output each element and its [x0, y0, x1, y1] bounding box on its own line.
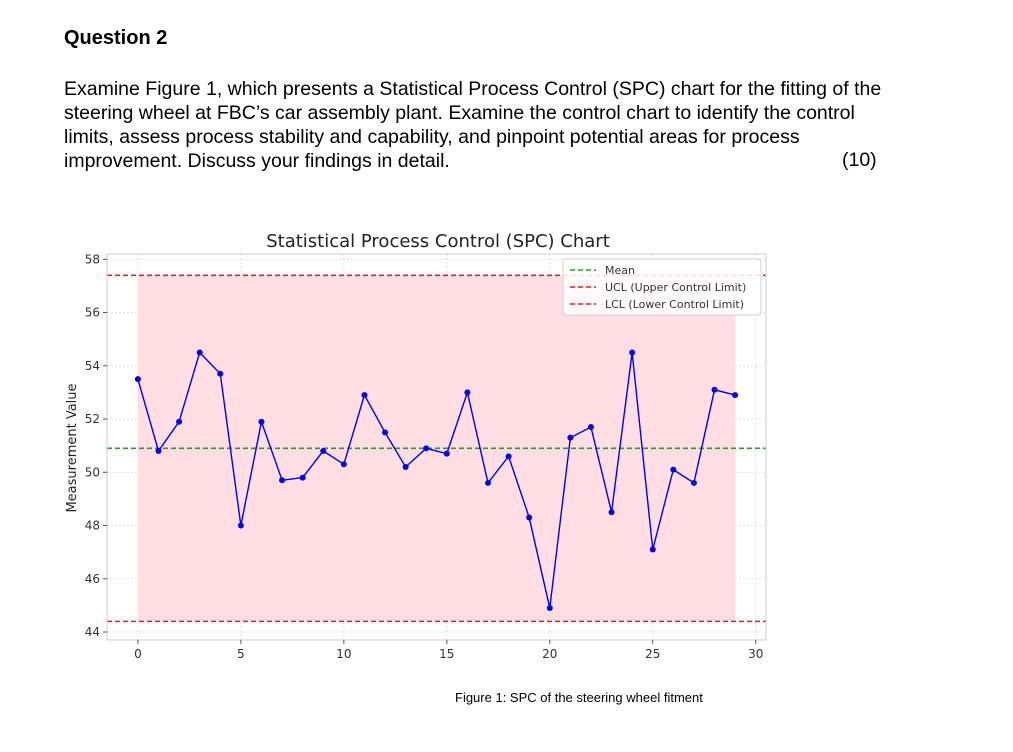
data-point: [258, 418, 265, 425]
figure-caption: Figure 1: SPC of the steering wheel fitm…: [455, 690, 703, 705]
data-point: [196, 349, 203, 356]
y-tick-label: 52: [85, 412, 100, 426]
question-body: Examine Figure 1, which presents a Stati…: [64, 78, 882, 172]
legend: Mean UCL (Upper Control Limit) LCL (Lower …: [562, 258, 762, 316]
data-point: [464, 389, 471, 396]
legend-label: LCL (Lower Control Limit): [605, 298, 744, 311]
data-point: [629, 349, 636, 356]
x-tick-label: 5: [237, 647, 245, 661]
data-point: [711, 386, 718, 393]
control-limit-lines: [107, 274, 766, 623]
data-point: [217, 370, 224, 377]
legend-box: [562, 258, 762, 316]
y-tick-label: 56: [85, 306, 100, 320]
data-point: [361, 392, 368, 399]
chart-title: Statistical Process Control (SPC) Chart: [266, 231, 610, 252]
data-point: [279, 477, 286, 484]
axes: 0 5 10 15 20 25 30 44 46 48 50 52 54 56 58: [85, 252, 767, 661]
y-tick-label: 54: [85, 359, 100, 373]
y-tick-label: 44: [85, 625, 100, 639]
data-point: [670, 466, 677, 473]
data-point: [587, 424, 594, 431]
data-point: [402, 463, 409, 470]
data-point: [505, 453, 512, 460]
legend-label: Mean: [605, 264, 635, 277]
y-tick-label: 46: [85, 572, 100, 586]
y-axis-label: Measurement Value: [65, 383, 80, 512]
question-heading: Question 2: [64, 27, 168, 49]
x-tick-label: 30: [748, 647, 763, 661]
data-point: [382, 429, 389, 436]
legend-label: UCL (Upper Control Limit): [605, 281, 746, 294]
y-tick-label: 50: [85, 465, 100, 479]
plot-frame: [106, 253, 767, 641]
x-tick-label: 15: [439, 647, 454, 661]
data-point: [237, 522, 244, 529]
data-point: [155, 447, 162, 454]
data-point: [423, 445, 430, 452]
data-point: [649, 546, 656, 553]
data-point: [299, 474, 306, 481]
x-tick-label: 10: [336, 647, 351, 661]
x-tick-label: 0: [134, 647, 142, 661]
data-point: [546, 605, 553, 612]
data-point: [134, 376, 141, 383]
data-point: [443, 450, 450, 457]
data-point: [526, 514, 533, 521]
data-point: [732, 392, 739, 399]
x-tick-label: 20: [542, 647, 557, 661]
x-tick-label: 25: [645, 647, 660, 661]
data-point: [176, 418, 183, 425]
y-tick-label: 48: [85, 519, 100, 533]
data-point: [340, 461, 347, 468]
data-point: [484, 479, 491, 486]
series-line: [137, 351, 736, 609]
question-marks: (10): [842, 149, 877, 171]
y-tick-label: 58: [85, 252, 100, 266]
data-point: [690, 479, 697, 486]
data-series: [134, 349, 739, 612]
data-point: [567, 434, 574, 441]
data-point: [608, 509, 615, 516]
data-point: [320, 447, 327, 454]
